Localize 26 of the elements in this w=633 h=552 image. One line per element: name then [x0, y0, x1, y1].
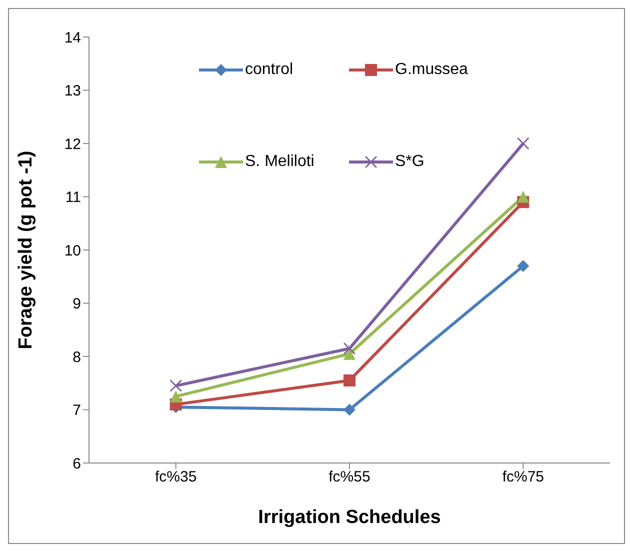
- point: [517, 260, 530, 272]
- y-tick-label: 11: [65, 189, 81, 206]
- legend-label: S*G: [395, 153, 424, 171]
- y-tick-label: 7: [72, 402, 81, 420]
- y-tick-label: 12: [64, 136, 81, 153]
- point: [344, 404, 356, 416]
- point: [344, 374, 356, 386]
- y-axis-title: Forage yield (g pot -1): [16, 150, 37, 350]
- point: [517, 190, 530, 203]
- legend-label: G.mussea: [395, 61, 468, 79]
- point: [344, 342, 356, 355]
- point: [170, 380, 182, 392]
- y-tick-label: 10: [64, 242, 81, 260]
- x-tick-label: fc%55: [328, 468, 370, 486]
- point: [517, 138, 530, 150]
- y-tick-label: 8: [72, 348, 81, 366]
- legend-label: control: [245, 61, 294, 79]
- legend-label: S. Meliloti: [245, 153, 314, 171]
- y-tick-label: 9: [72, 296, 81, 313]
- y-tick-label: 13: [64, 82, 81, 100]
- y-tick-label: 6: [72, 455, 81, 472]
- x-tick-label: fc%75: [502, 468, 544, 486]
- x-tick-label: fc%35: [154, 468, 197, 486]
- x-axis-title: Irrigation Schedules: [258, 507, 441, 528]
- y-tick-label: 14: [64, 29, 81, 46]
- point: [170, 390, 182, 402]
